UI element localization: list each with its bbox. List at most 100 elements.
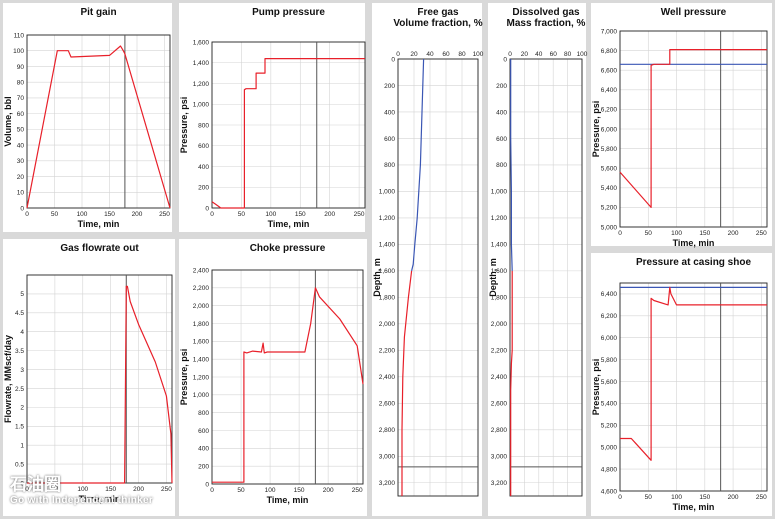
chart-title: Pressure at casing shoe <box>636 257 751 268</box>
x-tick-label: 250 <box>161 486 172 493</box>
y-tick-label: 2,400 <box>491 374 508 381</box>
gas-flowrate-out-chart-panel: 0 50 100 150 200 250 0 0.5 1 1.5 2 2.5 3 3.5 4 4.5 5 Gas … <box>3 239 175 516</box>
y-tick-label: 200 <box>384 83 395 90</box>
y-tick-label: 100 <box>13 48 24 55</box>
y-tick-label: 400 <box>198 446 209 453</box>
y-tick-label: 3,200 <box>379 480 396 487</box>
watermark-logo-text: 石油圈 <box>10 475 61 494</box>
chart-subtitle: Volume fraction, % <box>393 18 482 29</box>
chart-title: Well pressure <box>661 7 727 18</box>
y-tick-label: 1,200 <box>379 215 396 222</box>
y-tick-label: 1,600 <box>193 39 210 46</box>
y-tick-label: 2,600 <box>379 401 396 408</box>
y-tick-label: 1,000 <box>379 189 396 196</box>
y-tick-label: 5 <box>20 291 24 298</box>
y-tick-label: 800 <box>198 122 209 129</box>
series-line-blue <box>510 59 513 271</box>
y-tick-label: 5,600 <box>601 379 618 386</box>
plot-frame <box>26 34 171 209</box>
x-tick-label: 100 <box>473 51 484 58</box>
plot-frame <box>211 269 364 485</box>
y-axis-label: Depth, m <box>488 258 498 297</box>
x-tick-label: 50 <box>238 211 246 218</box>
y-tick-label: 0.5 <box>15 461 24 468</box>
x-axis-label: Time, min <box>268 219 310 229</box>
y-tick-label: 0 <box>391 56 395 63</box>
y-tick-label: 6,800 <box>601 48 618 55</box>
pressure-at-casing-shoe-chart: 0 50 100 150 200 250 4,600 4,800 5,000 5,200 5,400… <box>591 257 768 512</box>
x-tick-label: 60 <box>550 51 558 58</box>
y-tick-label: 1,000 <box>193 102 210 109</box>
y-tick-label: 5,800 <box>601 357 618 364</box>
x-axis-label: Time, min <box>673 502 715 512</box>
y-tick-label: 1.5 <box>15 424 24 431</box>
x-tick-label: 50 <box>237 487 245 494</box>
x-tick-label: 100 <box>77 211 88 218</box>
pit-gain-chart-panel: 0 50 100 150 200 250 0 10 20 30 40 50 60 70 80 90 100 110… <box>3 3 172 232</box>
y-tick-label: 50 <box>17 127 25 134</box>
series-line-red <box>211 57 365 209</box>
y-tick-label: 4.5 <box>15 310 24 317</box>
x-tick-label: 20 <box>521 51 529 58</box>
y-tick-label: 0 <box>205 205 209 212</box>
x-tick-label: 20 <box>410 51 418 58</box>
y-tick-label: 1,200 <box>193 374 210 381</box>
x-tick-label: 100 <box>265 487 276 494</box>
plot-frame <box>619 30 768 228</box>
y-tick-label: 1,800 <box>491 295 508 302</box>
x-tick-label: 150 <box>699 494 710 501</box>
chart-title: Pit gain <box>80 7 116 18</box>
x-tick-label: 0 <box>508 51 512 58</box>
y-tick-label: 3,000 <box>491 454 508 461</box>
y-tick-label: 1,400 <box>379 242 396 249</box>
free-gas-chart: 0 20 40 60 80 100 0 200 400 600 800 1,000 1,200 1,400… <box>372 7 484 497</box>
y-tick-label: 1,000 <box>193 392 210 399</box>
series-line-red <box>619 48 767 208</box>
y-tick-label: 1,200 <box>491 215 508 222</box>
x-tick-label: 50 <box>51 211 59 218</box>
y-tick-label: 0 <box>20 480 24 487</box>
y-tick-label: 6,000 <box>601 335 618 342</box>
y-tick-label: 90 <box>17 64 25 71</box>
series-line-red <box>27 285 173 484</box>
plot-frame <box>397 58 479 497</box>
choke-pressure-chart: 0 50 100 150 200 250 0 200 400 600 800 1,000 1,200 1,… <box>179 243 364 505</box>
y-tick-label: 6,600 <box>601 68 618 75</box>
y-tick-label: 2,800 <box>379 427 396 434</box>
x-tick-label: 100 <box>77 486 88 493</box>
series-line-blue <box>411 58 425 272</box>
x-tick-label: 250 <box>352 487 363 494</box>
x-tick-label: 80 <box>458 51 466 58</box>
y-tick-label: 6,400 <box>601 87 618 94</box>
y-axis-label: Flowrate, MMscf/day <box>3 335 13 423</box>
x-tick-label: 0 <box>25 211 29 218</box>
chart-title: Gas flowrate out <box>60 243 139 254</box>
series-line-red <box>26 45 171 209</box>
x-tick-label: 200 <box>132 211 143 218</box>
y-tick-label: 200 <box>198 463 209 470</box>
pump-pressure-chart: 0 50 100 150 200 250 0 200 400 600 800 1,000 1,200 1,… <box>179 7 366 229</box>
y-axis-label: Pressure, psi <box>179 97 189 154</box>
y-tick-label: 2,200 <box>193 285 210 292</box>
x-tick-label: 50 <box>645 494 653 501</box>
y-tick-label: 4,800 <box>601 466 618 473</box>
y-tick-label: 5,800 <box>601 146 618 153</box>
x-tick-label: 200 <box>323 487 334 494</box>
y-tick-label: 5,400 <box>601 401 618 408</box>
x-tick-label: 150 <box>104 211 115 218</box>
x-tick-label: 150 <box>699 230 710 237</box>
x-tick-label: 250 <box>756 494 767 501</box>
choke-pressure-chart-panel: 0 50 100 150 200 250 0 200 400 600 800 1,000 1,200 1,… <box>179 239 367 516</box>
well-pressure-chart-panel: 0 50 100 150 200 250 5,000 5,200 5,400 5,600 5,800… <box>591 3 772 248</box>
y-tick-label: 6,000 <box>601 126 618 133</box>
x-tick-label: 50 <box>645 230 653 237</box>
y-axis-label: Pressure, psi <box>179 349 189 406</box>
y-tick-label: 2,400 <box>193 267 210 274</box>
y-tick-label: 60 <box>17 111 25 118</box>
y-axis-label: Depth, m <box>372 258 382 297</box>
pit-gain-chart: 0 50 100 150 200 250 0 10 20 30 40 50 60 70 80 90 100 110… <box>3 7 171 229</box>
chart-title: Dissolved gas <box>512 7 580 18</box>
y-tick-label: 2,000 <box>193 303 210 310</box>
y-tick-label: 40 <box>17 142 25 149</box>
y-tick-label: 30 <box>17 158 25 165</box>
